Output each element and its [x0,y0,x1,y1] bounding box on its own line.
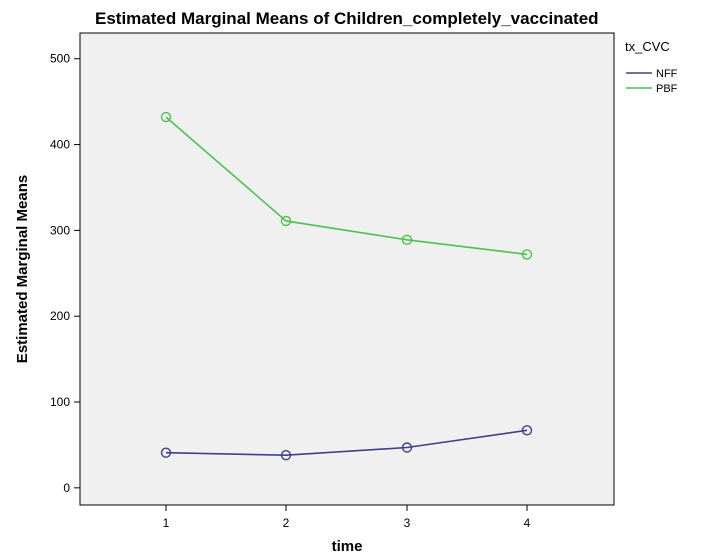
series-line-pbf [165,116,528,256]
x-axis-title: time [332,538,363,555]
x-axis: 1 2 3 4 [163,505,531,530]
legend: tx_CVC NFF PBF [625,39,678,95]
data-point-nff [160,447,172,458]
y-tick-label: 200 [50,309,70,323]
x-tick-label: 4 [524,516,531,530]
y-tick-label: 100 [50,395,70,409]
data-point-nff [521,425,533,436]
data-point-nff [401,442,413,453]
plot-area [79,32,615,506]
x-tick-label: 3 [404,516,411,530]
data-point-pbf [280,215,292,227]
chart-title: Estimated Marginal Means of Children_com… [95,9,599,28]
y-tick-label: 500 [50,52,70,66]
y-tick-label: 300 [50,223,70,237]
x-tick-label: 2 [283,516,290,530]
legend-title: tx_CVC [625,39,670,54]
data-point-pbf [521,249,533,260]
y-axis: 0 100 200 300 400 500 [50,52,80,495]
y-tick-label: 400 [50,138,70,152]
legend-label-nff: NFF [656,68,678,80]
y-tick-label: 0 [63,481,70,495]
legend-label-pbf: PBF [656,83,678,95]
data-point-pbf [160,111,172,123]
series-layer [160,111,533,461]
series-line-nff [165,429,528,457]
y-axis-title: Estimated Marginal Means [14,175,31,363]
data-point-nff [280,450,292,461]
x-tick-label: 1 [163,516,170,530]
data-point-pbf [401,234,413,246]
